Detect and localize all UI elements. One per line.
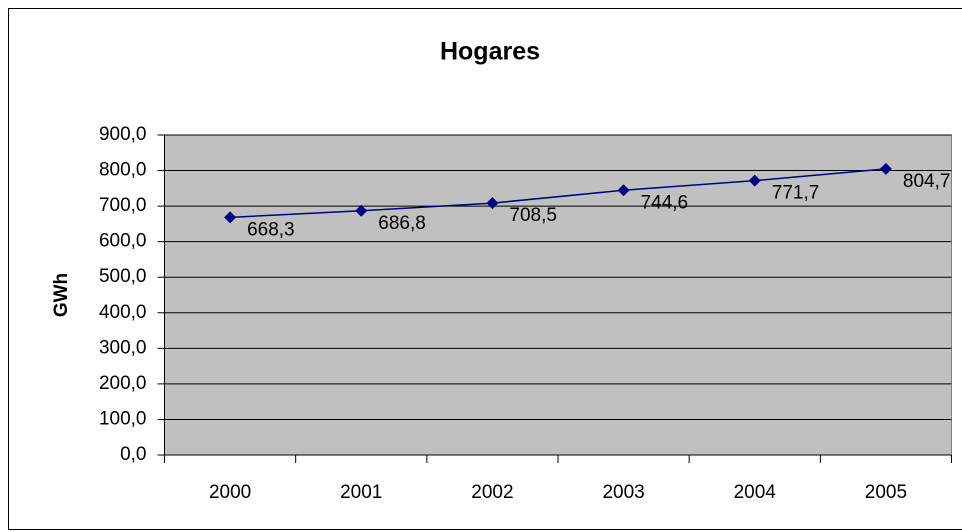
- y-tick-label: 600,0: [99, 231, 147, 252]
- y-tick-label: 200,0: [99, 373, 147, 394]
- chart-title: Hogares: [440, 38, 540, 66]
- point-marker: [224, 211, 237, 224]
- y-tick-label: 700,0: [99, 195, 147, 216]
- y-axis-label: GWh: [51, 273, 72, 317]
- point-marker: [617, 184, 630, 197]
- point-marker: [748, 174, 761, 187]
- x-tick-label: 2003: [602, 482, 644, 503]
- y-tick-label: 100,0: [99, 408, 147, 429]
- y-tick-label: 0,0: [120, 444, 146, 465]
- x-tick-label: 2001: [340, 482, 382, 503]
- point-marker: [355, 204, 368, 217]
- data-label: 668,3: [247, 219, 295, 240]
- y-tick-label: 900,0: [99, 124, 147, 145]
- plot-area: [164, 134, 952, 456]
- y-tick-label: 800,0: [99, 160, 147, 181]
- data-label: 686,8: [378, 213, 426, 234]
- series-line: [230, 168, 886, 219]
- y-tick-label: 400,0: [99, 302, 147, 323]
- data-label: 744,6: [641, 192, 689, 213]
- x-tick-label: 2004: [734, 482, 777, 503]
- x-tick-label: 2000: [209, 482, 251, 503]
- data-label: 771,7: [772, 183, 820, 204]
- y-tick-label: 300,0: [99, 337, 147, 358]
- data-label: 708,5: [509, 205, 557, 226]
- point-marker: [486, 197, 499, 210]
- y-tick-label: 500,0: [99, 266, 147, 287]
- point-marker: [879, 162, 892, 175]
- x-tick-label: 2002: [471, 482, 513, 503]
- data-label: 804,7: [903, 171, 951, 192]
- x-tick-label: 2005: [865, 482, 907, 503]
